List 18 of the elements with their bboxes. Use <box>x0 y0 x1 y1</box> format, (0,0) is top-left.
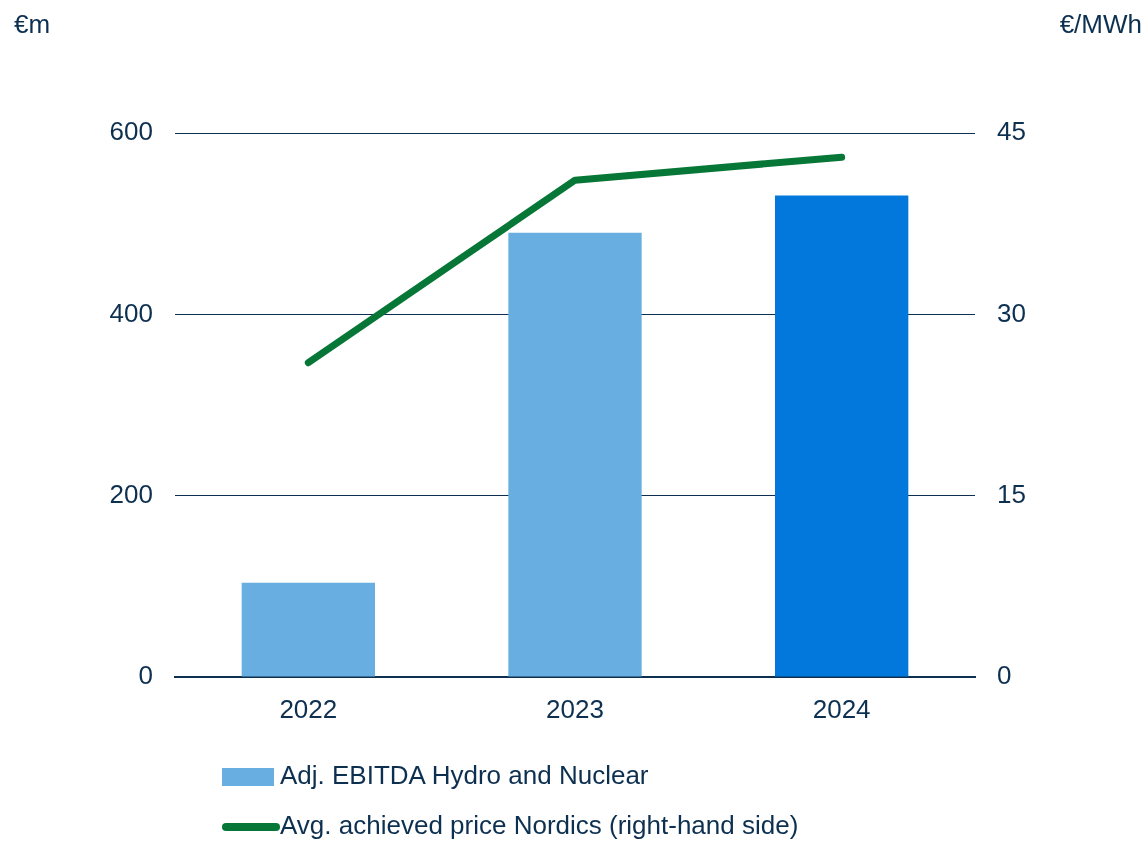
y-tick-label: 200 <box>109 478 153 509</box>
x-tick-label: 2023 <box>546 693 604 724</box>
x-tick-label: 2024 <box>812 693 871 724</box>
x-tick-label: 2022 <box>279 693 338 724</box>
y2-axis-title: €/MWh <box>1059 9 1142 40</box>
y2-tick-label: 30 <box>997 297 1026 328</box>
bar <box>241 582 375 677</box>
y-tick-label: 400 <box>109 297 153 328</box>
legend-label: Avg. achieved price Nordics (right-hand side) <box>280 810 799 840</box>
bar <box>508 232 642 677</box>
legend-label: Adj. EBITDA Hydro and Nuclear <box>280 760 649 790</box>
bar <box>775 195 909 677</box>
y-tick-label: 0 <box>138 660 153 691</box>
y2-tick-label: 15 <box>997 478 1026 509</box>
y-axis-title: €m <box>14 9 51 40</box>
y2-tick-label: 45 <box>997 116 1026 147</box>
y2-tick-label: 0 <box>997 660 1012 691</box>
y-tick-label: 600 <box>109 116 153 147</box>
